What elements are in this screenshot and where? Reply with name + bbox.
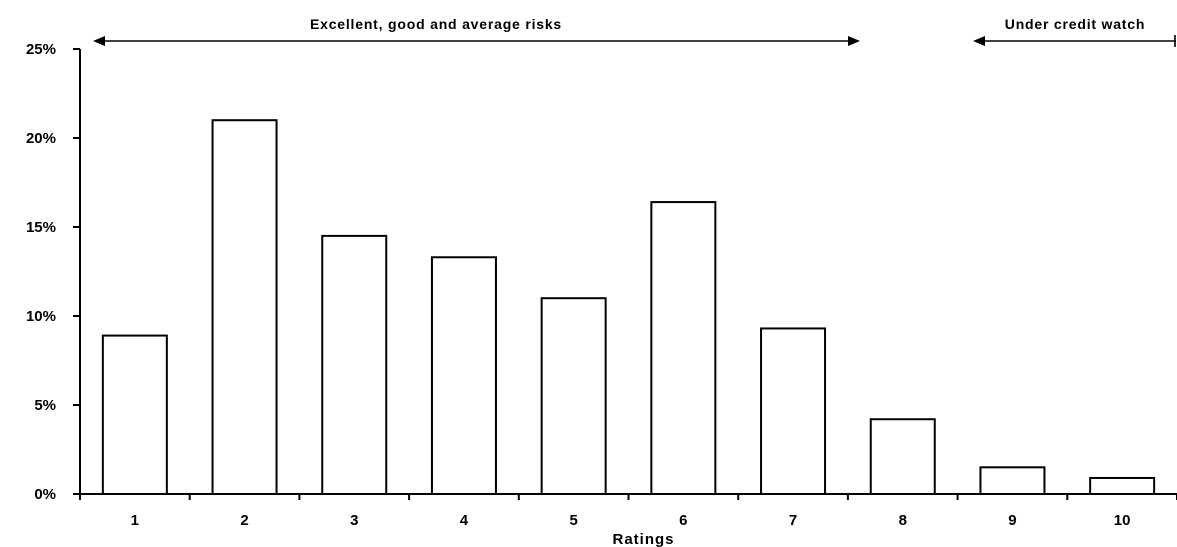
bar-10 [1089, 476, 1156, 496]
x-tick-label: 7 [789, 512, 797, 529]
bar-9 [979, 466, 1046, 495]
x-ticks: 1 2 3 4 5 6 7 8 9 10 [79, 494, 1177, 529]
bar-7 [760, 327, 827, 495]
x-axis-title: Ratings [612, 531, 674, 547]
x-tick-label: 9 [1008, 512, 1016, 529]
x-tick-label: 1 [131, 512, 139, 529]
arrow-head-right [848, 36, 860, 46]
bar-3 [321, 234, 388, 495]
y-tick-label: 20% [26, 130, 56, 147]
annotation-label: Excellent, good and average risks [310, 16, 562, 32]
annotation-label: Under credit watch [1005, 16, 1145, 32]
bar-5 [540, 297, 607, 496]
x-tick-label: 2 [240, 512, 248, 529]
x-tick-label: 5 [569, 512, 577, 529]
bars [101, 119, 1156, 496]
annotations: Excellent, good and average risks Under c… [93, 16, 1176, 47]
bar-8 [869, 418, 936, 495]
y-tick-label: 0% [34, 486, 56, 503]
y-tick-label: 5% [34, 397, 56, 414]
x-tick-label: 3 [350, 512, 358, 529]
x-tick-label: 4 [460, 512, 469, 529]
y-tick-label: 25% [26, 41, 56, 58]
y-ticks: 0% 5% 10% 15% 20% 25% [26, 41, 80, 503]
bar-4 [430, 256, 497, 496]
arrow-head-left [973, 36, 985, 46]
bar-1 [101, 334, 168, 495]
y-tick-label: 15% [26, 219, 56, 236]
bar-6 [650, 201, 717, 496]
x-tick-label: 10 [1114, 512, 1131, 529]
x-tick-label: 6 [679, 512, 687, 529]
bar-2 [211, 119, 278, 495]
x-tick-label: 8 [899, 512, 907, 529]
arrow-head-left [93, 36, 105, 46]
y-tick-label: 10% [26, 308, 56, 325]
